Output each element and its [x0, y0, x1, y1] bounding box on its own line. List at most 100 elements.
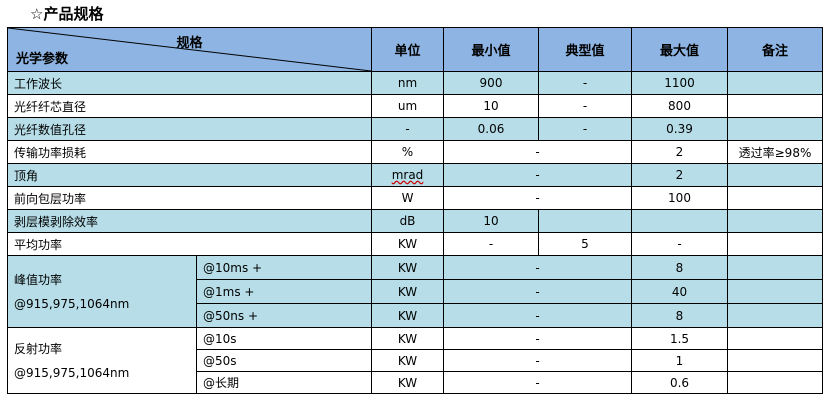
min: 900 — [443, 71, 539, 95]
min: - — [443, 232, 539, 256]
table-row: 平均功率 KW - 5 - — [7, 232, 823, 256]
table-row: 光纤纤芯直径 um 10 - 800 — [7, 94, 823, 118]
note — [727, 94, 823, 118]
note — [727, 371, 823, 394]
unit: KW — [371, 349, 444, 372]
table-row: 峰值功率 @915,975,1064nm @10ms + KW - 8 — [7, 255, 823, 328]
typ — [538, 209, 632, 233]
min: 0.06 — [443, 117, 539, 141]
param-name: 光纤纤芯直径 — [7, 94, 372, 118]
param-name: 顶角 — [7, 163, 372, 187]
max: 8 — [631, 255, 728, 280]
min-typ: - — [443, 327, 632, 350]
header-note: 备注 — [727, 27, 823, 72]
min-typ: - — [443, 349, 632, 372]
note — [727, 349, 823, 372]
max: 40 — [631, 279, 728, 304]
max: 2 — [631, 163, 728, 187]
note — [727, 209, 823, 233]
table-row: @50ns + KW - 8 — [8, 303, 823, 328]
unit: KW — [371, 232, 444, 256]
header-typ: 典型值 — [538, 27, 632, 72]
param-name: 传输功率损耗 — [7, 140, 372, 164]
table-row: @50s KW - 1 — [8, 349, 823, 372]
unit: KW — [371, 255, 444, 280]
header-row: 规格 光学参数 单位 最小值 典型值 最大值 备注 — [7, 27, 823, 72]
max: 800 — [631, 94, 728, 118]
condition: @10s — [196, 327, 372, 350]
min-typ: - — [443, 163, 632, 187]
min-typ: - — [443, 255, 632, 280]
max: 1.5 — [631, 327, 728, 350]
diagonal-header-cell: 规格 光学参数 — [7, 27, 372, 72]
note — [727, 279, 823, 304]
param-name: 光纤数值孔径 — [7, 117, 372, 141]
condition: @50ns + — [196, 303, 372, 328]
note — [727, 186, 823, 210]
max: - — [631, 232, 728, 256]
header-min: 最小值 — [443, 27, 539, 72]
max: 1 — [631, 349, 728, 372]
unit: W — [371, 186, 444, 210]
table-row: 反射功率 @915,975,1064nm @10s KW - 1.5 — [7, 327, 823, 394]
param-name: 剥层模剥除效率 — [7, 209, 372, 233]
table-row: 前向包层功率 W - 100 — [7, 186, 823, 210]
section-title: ☆产品规格 — [30, 5, 104, 23]
max: 0.39 — [631, 117, 728, 141]
unit: KW — [371, 303, 444, 328]
max: 2 — [631, 140, 728, 164]
typ: 5 — [538, 232, 632, 256]
unit: KW — [371, 327, 444, 350]
table-row: 光纤数值孔径 - 0.06 - 0.39 — [7, 117, 823, 141]
typ: - — [538, 117, 632, 141]
note — [727, 117, 823, 141]
reflect-sub: @915,975,1064nm — [14, 365, 130, 380]
unit-text: mrad — [391, 168, 424, 182]
min-typ: - — [443, 303, 632, 328]
condition: @50s — [196, 349, 372, 372]
note — [727, 255, 823, 280]
condition: @1ms + — [196, 279, 372, 304]
unit: mrad — [371, 163, 444, 187]
header-max: 最大值 — [631, 27, 728, 72]
reflect-power-label: 反射功率 @915,975,1064nm — [7, 327, 197, 394]
note: 透过率≥98% — [727, 140, 823, 164]
peak-sub: @915,975,1064nm — [14, 296, 130, 311]
header-spec: 规格 — [176, 36, 203, 51]
unit: - — [371, 117, 444, 141]
min-typ: - — [443, 140, 632, 164]
condition: @长期 — [196, 371, 372, 394]
param-name: 平均功率 — [7, 232, 372, 256]
min: 10 — [443, 209, 539, 233]
typ: - — [538, 94, 632, 118]
max: 0.6 — [631, 371, 728, 394]
peak-name: 峰值功率 — [14, 272, 63, 287]
max: 1100 — [631, 71, 728, 95]
note — [727, 303, 823, 328]
table-row: 传输功率损耗 % - 2 透过率≥98% — [7, 140, 823, 164]
reflect-name: 反射功率 — [14, 341, 63, 356]
table-row: @长期 KW - 0.6 — [8, 371, 823, 394]
condition: @10ms + — [196, 255, 372, 280]
spec-table: 规格 光学参数 单位 最小值 典型值 最大值 备注 工作波长 nm 900 - … — [7, 27, 823, 394]
max: 100 — [631, 186, 728, 210]
min: 10 — [443, 94, 539, 118]
header-param: 光学参数 — [16, 52, 69, 67]
peak-power-label: 峰值功率 @915,975,1064nm — [7, 255, 197, 328]
param-name: 前向包层功率 — [7, 186, 372, 210]
table-row: 工作波长 nm 900 - 1100 — [7, 71, 823, 95]
note — [727, 327, 823, 350]
max: 8 — [631, 303, 728, 328]
unit: um — [371, 94, 444, 118]
note — [727, 71, 823, 95]
min-typ: - — [443, 279, 632, 304]
table-row: 顶角 mrad - 2 — [7, 163, 823, 187]
min-typ: - — [443, 186, 632, 210]
unit: KW — [371, 371, 444, 394]
table-row: 剥层模剥除效率 dB 10 — [7, 209, 823, 233]
unit: nm — [371, 71, 444, 95]
param-name: 工作波长 — [7, 71, 372, 95]
typ: - — [538, 71, 632, 95]
unit: dB — [371, 209, 444, 233]
unit: KW — [371, 279, 444, 304]
